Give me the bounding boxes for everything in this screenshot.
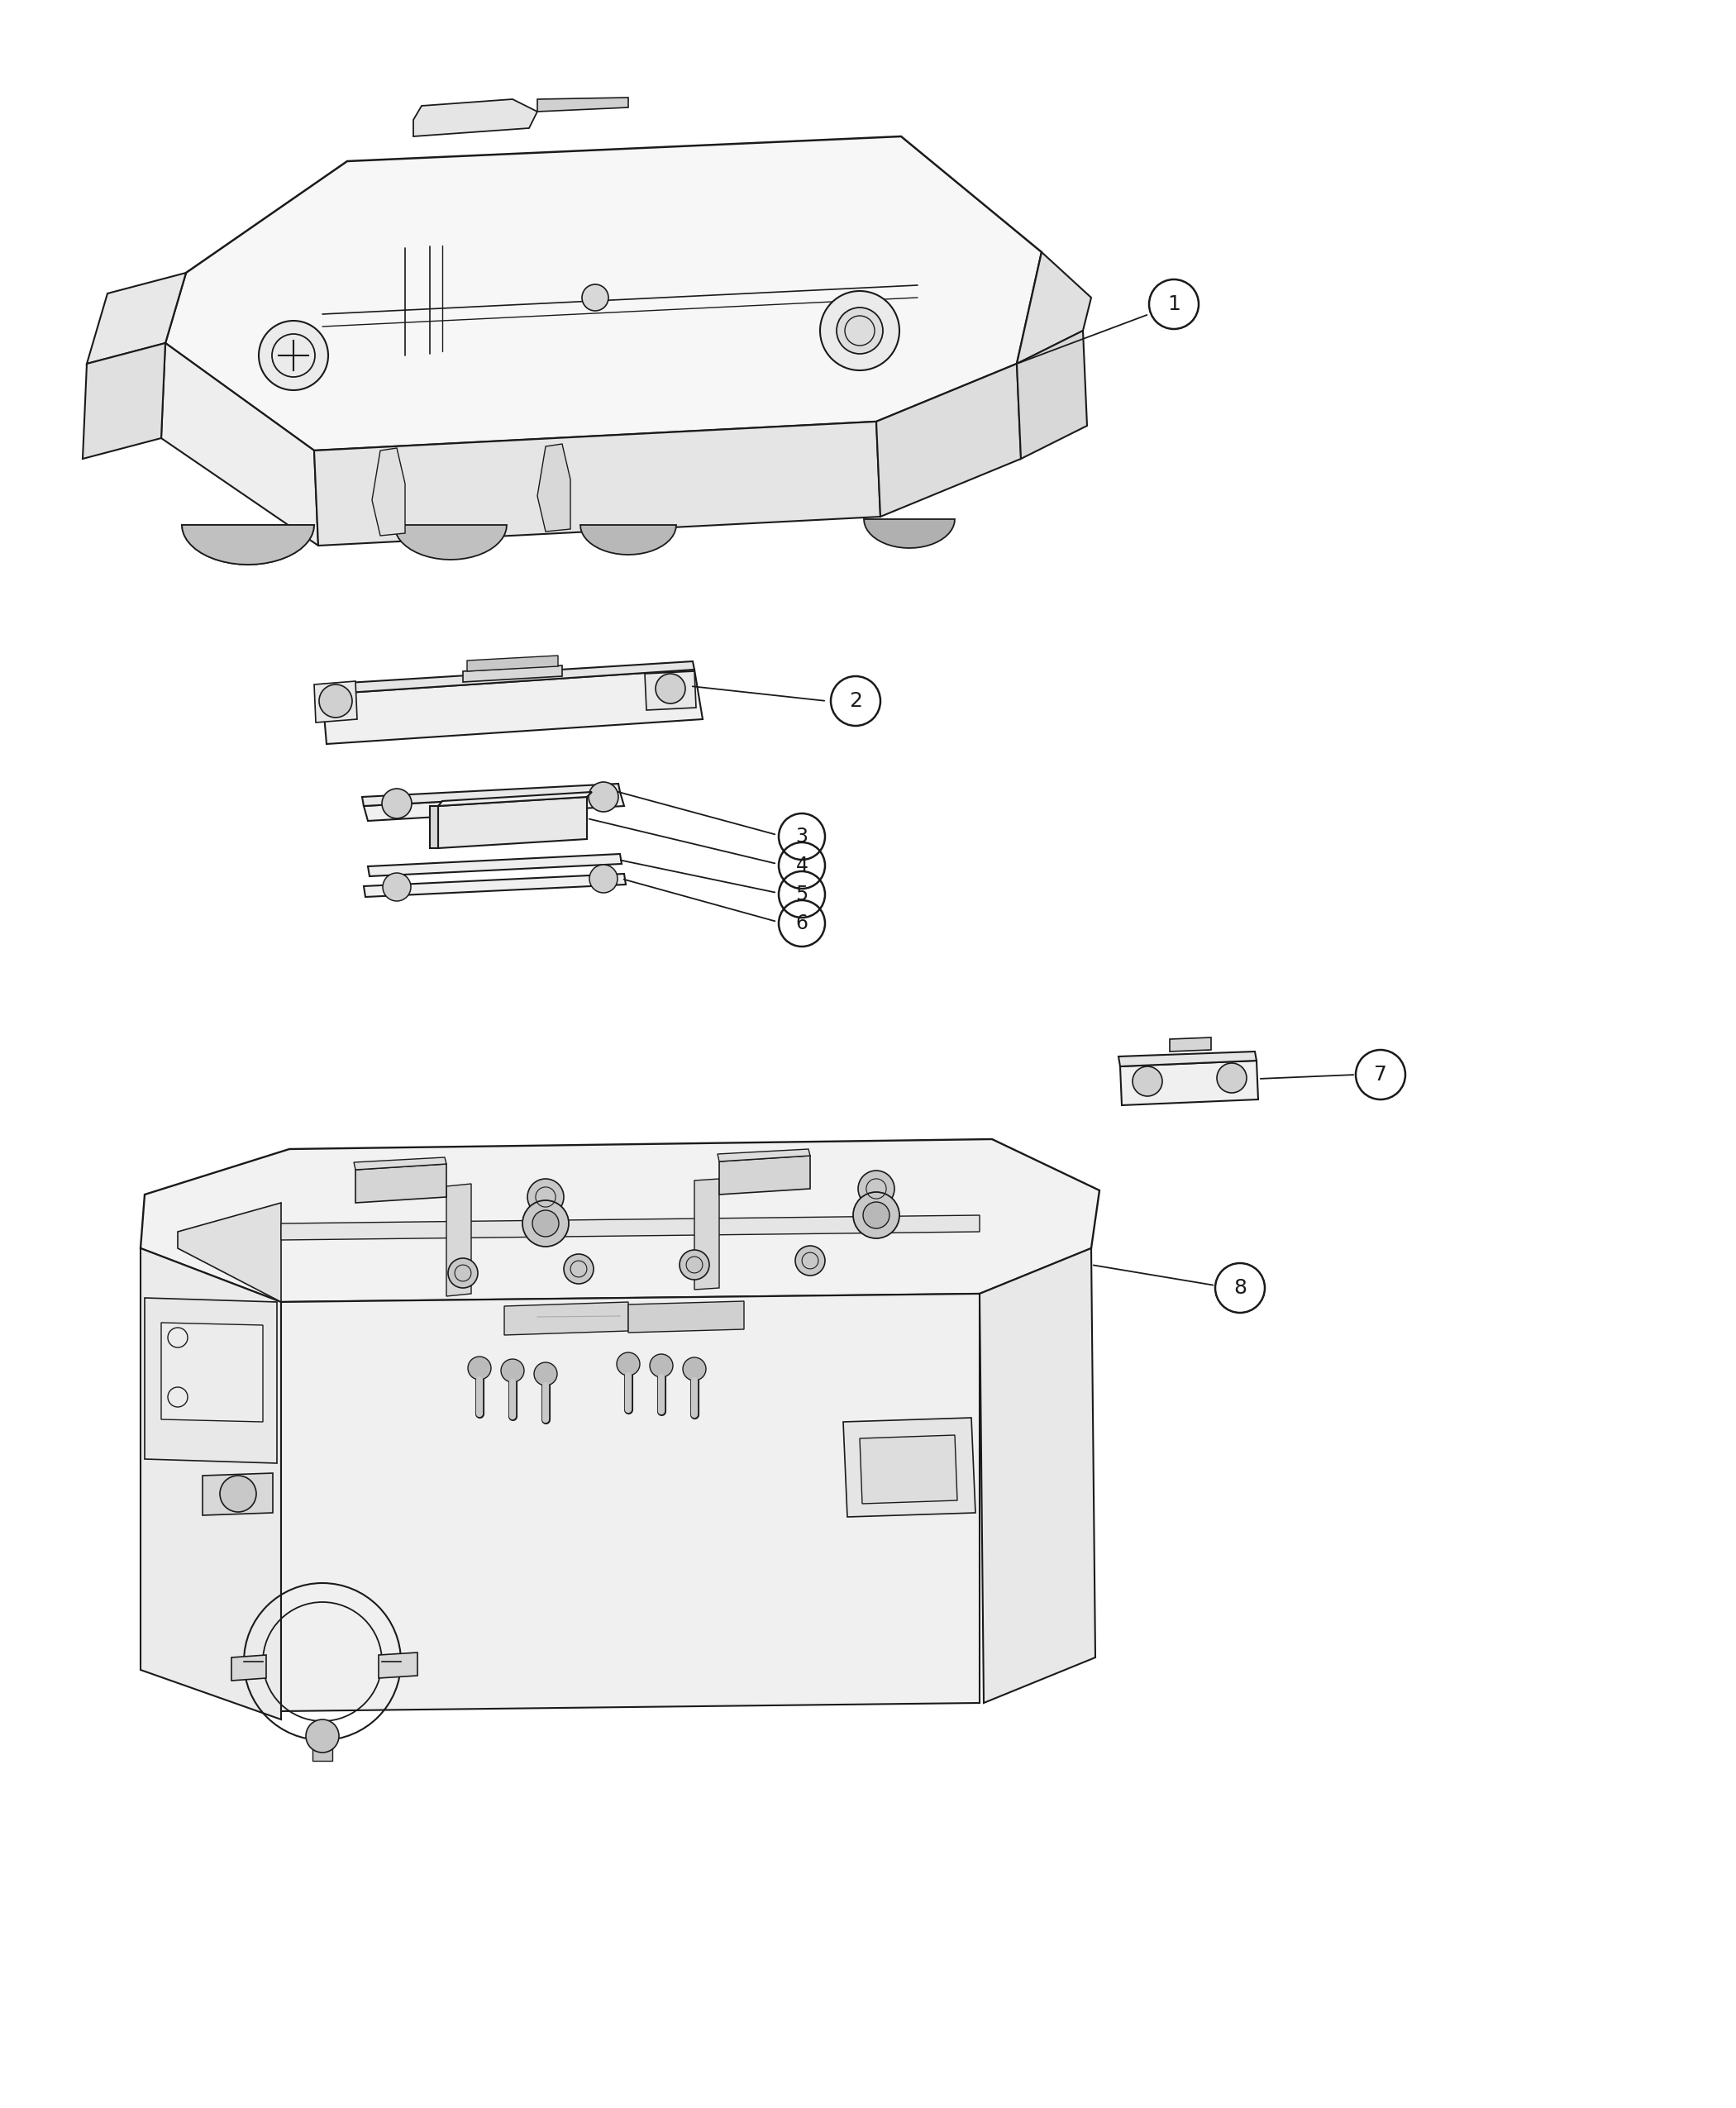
Text: 8: 8 <box>1233 1277 1246 1299</box>
Circle shape <box>502 1360 524 1383</box>
Polygon shape <box>503 1303 628 1334</box>
Polygon shape <box>365 875 625 896</box>
Polygon shape <box>694 1178 719 1290</box>
Polygon shape <box>431 805 437 847</box>
Circle shape <box>564 1254 594 1284</box>
Polygon shape <box>203 1473 273 1516</box>
Polygon shape <box>314 422 880 546</box>
Polygon shape <box>231 1655 266 1680</box>
Polygon shape <box>538 445 571 531</box>
Polygon shape <box>719 1155 811 1195</box>
Polygon shape <box>378 1653 417 1678</box>
Polygon shape <box>372 449 404 535</box>
Circle shape <box>589 782 618 812</box>
Circle shape <box>533 1210 559 1237</box>
Circle shape <box>858 1170 894 1208</box>
Polygon shape <box>141 1248 281 1720</box>
Circle shape <box>382 788 411 818</box>
Polygon shape <box>182 525 314 565</box>
Polygon shape <box>144 1299 278 1463</box>
Circle shape <box>837 308 884 354</box>
Polygon shape <box>1017 253 1092 365</box>
Polygon shape <box>368 854 621 877</box>
Polygon shape <box>87 272 186 365</box>
Text: 7: 7 <box>1373 1065 1387 1086</box>
Polygon shape <box>281 1294 979 1712</box>
Polygon shape <box>1118 1052 1257 1067</box>
Polygon shape <box>161 344 318 546</box>
Polygon shape <box>161 1322 262 1423</box>
Circle shape <box>306 1720 339 1752</box>
Polygon shape <box>312 1737 332 1760</box>
Polygon shape <box>363 784 620 805</box>
Text: 1: 1 <box>1167 295 1180 314</box>
Polygon shape <box>464 666 562 683</box>
Circle shape <box>656 675 686 704</box>
Polygon shape <box>83 344 165 460</box>
Polygon shape <box>437 793 592 805</box>
Polygon shape <box>859 1436 957 1503</box>
Circle shape <box>382 873 411 900</box>
Polygon shape <box>467 656 557 670</box>
Circle shape <box>1132 1067 1163 1096</box>
Circle shape <box>1217 1062 1246 1092</box>
Circle shape <box>863 1202 889 1229</box>
Text: 6: 6 <box>795 913 807 934</box>
Circle shape <box>590 864 618 894</box>
Circle shape <box>528 1178 564 1214</box>
Circle shape <box>448 1258 477 1288</box>
Polygon shape <box>323 670 703 744</box>
Polygon shape <box>717 1149 811 1162</box>
Polygon shape <box>580 525 677 554</box>
Circle shape <box>220 1476 257 1511</box>
Circle shape <box>795 1246 825 1275</box>
Polygon shape <box>365 793 625 820</box>
Polygon shape <box>314 681 358 723</box>
Circle shape <box>469 1358 491 1381</box>
Circle shape <box>535 1362 557 1385</box>
Circle shape <box>319 685 352 717</box>
Polygon shape <box>141 1138 1099 1303</box>
Circle shape <box>582 285 608 310</box>
Polygon shape <box>1170 1037 1212 1052</box>
Polygon shape <box>628 1301 745 1332</box>
Polygon shape <box>979 1248 1095 1703</box>
Polygon shape <box>1017 331 1087 460</box>
Polygon shape <box>165 137 1042 451</box>
Text: 5: 5 <box>795 885 809 904</box>
Circle shape <box>616 1353 641 1377</box>
Text: 3: 3 <box>795 826 807 847</box>
Circle shape <box>852 1191 899 1237</box>
Polygon shape <box>281 1214 979 1240</box>
Polygon shape <box>1120 1060 1259 1105</box>
Polygon shape <box>354 1157 446 1170</box>
Text: 4: 4 <box>795 856 807 875</box>
Circle shape <box>682 1358 707 1381</box>
Circle shape <box>649 1353 674 1377</box>
Polygon shape <box>877 365 1021 516</box>
Circle shape <box>523 1199 569 1246</box>
Polygon shape <box>321 662 694 694</box>
Circle shape <box>819 291 899 371</box>
Polygon shape <box>182 525 314 565</box>
Polygon shape <box>394 525 507 559</box>
Polygon shape <box>413 99 538 137</box>
Polygon shape <box>446 1185 470 1296</box>
Text: 2: 2 <box>849 691 863 710</box>
Polygon shape <box>538 97 628 112</box>
Circle shape <box>259 320 328 390</box>
Polygon shape <box>356 1164 446 1204</box>
Polygon shape <box>844 1419 976 1518</box>
Polygon shape <box>437 797 587 847</box>
Polygon shape <box>177 1204 281 1303</box>
Polygon shape <box>644 670 696 710</box>
Circle shape <box>679 1250 710 1280</box>
Polygon shape <box>865 519 955 548</box>
